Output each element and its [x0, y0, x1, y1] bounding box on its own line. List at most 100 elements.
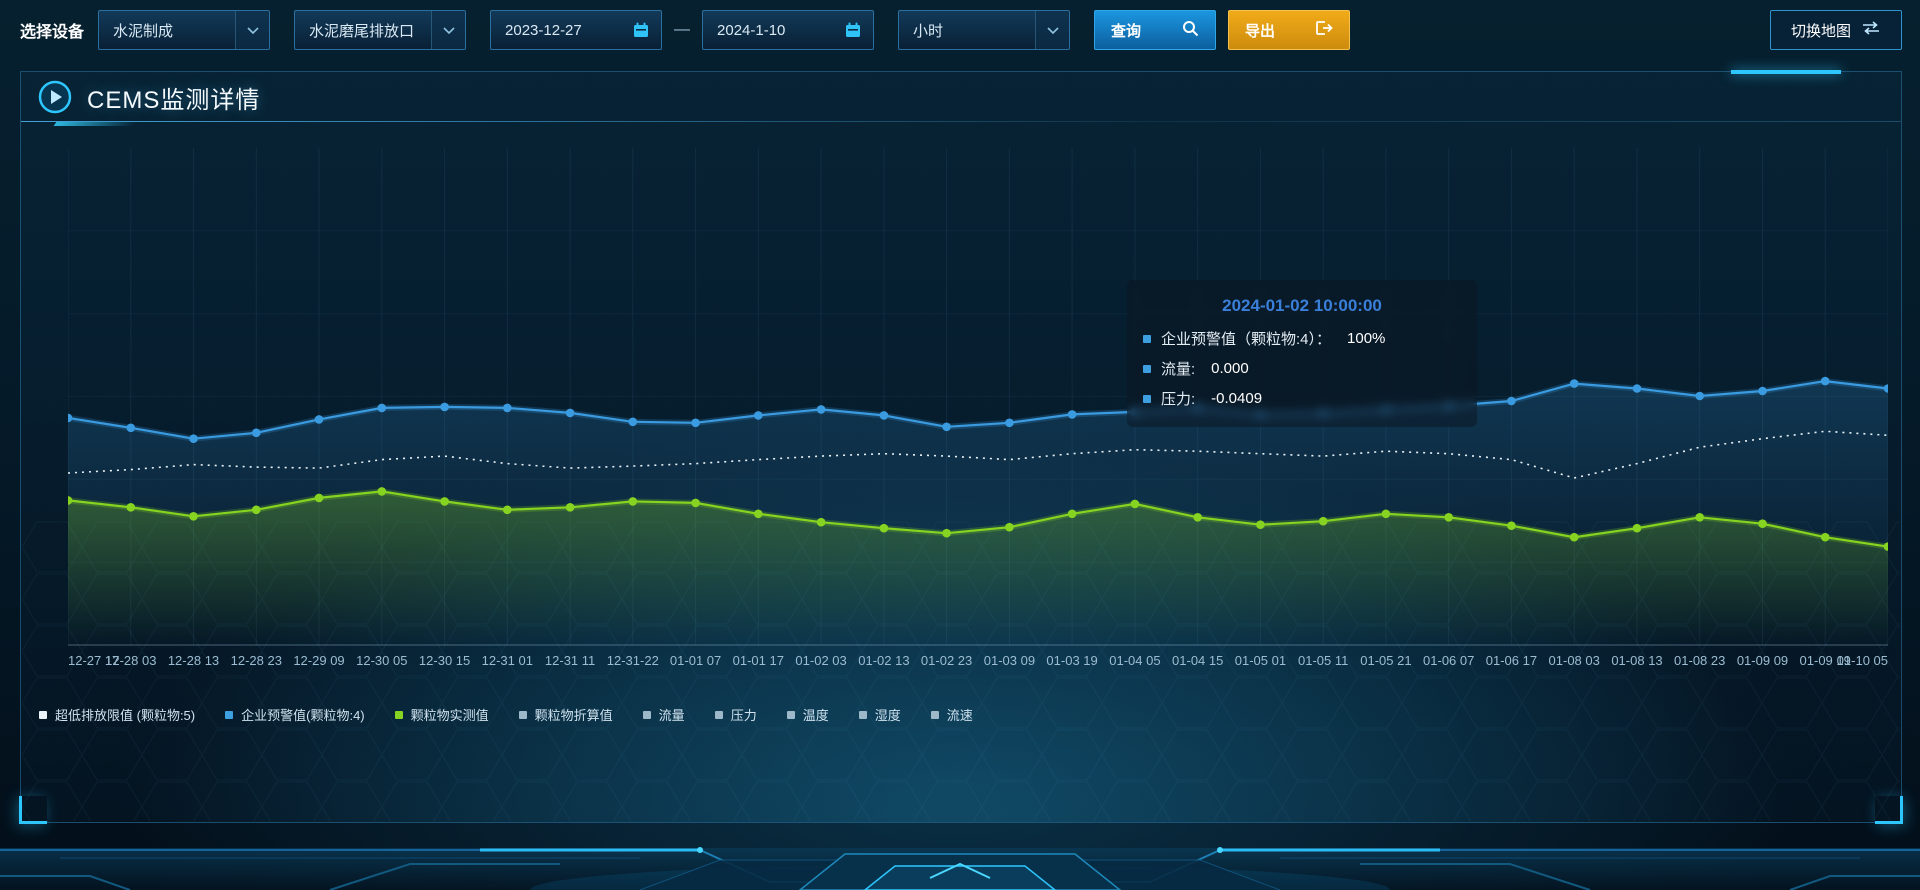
- legend-label: 颗粒物折算值: [534, 708, 613, 723]
- export-button[interactable]: 导出: [1228, 10, 1351, 50]
- device-type-select[interactable]: 水泥制成: [98, 10, 271, 50]
- tooltip-item-value: 100%: [1347, 330, 1386, 347]
- chevron-down-icon: [431, 11, 466, 49]
- panel-corner-accent: [1875, 796, 1903, 824]
- legend-marker: [225, 710, 234, 719]
- page-title: CEMS监测详情: [87, 86, 261, 114]
- panel-corner-accent: [19, 796, 47, 824]
- legend-marker: [518, 710, 527, 719]
- svg-text:12-31 01: 12-31 01: [482, 653, 533, 668]
- tooltip-item-label: 压力:: [1161, 391, 1196, 408]
- svg-text:01-03 19: 01-03 19: [1046, 653, 1097, 668]
- svg-text:12-28 13: 12-28 13: [168, 653, 219, 668]
- svg-text:12-29 09: 12-29 09: [293, 653, 344, 668]
- legend-label: 湿度: [874, 708, 901, 723]
- tooltip-series-marker: [1143, 334, 1151, 343]
- legend-item[interactable]: 压力: [714, 705, 757, 724]
- panel-header: CEMS监测详情: [21, 70, 1901, 126]
- svg-text:12-30 15: 12-30 15: [419, 653, 470, 668]
- svg-text:01-04 05: 01-04 05: [1109, 653, 1160, 668]
- legend-marker: [642, 710, 651, 719]
- legend-label: 超低排放限值 (颗粒物:5): [55, 708, 196, 723]
- tooltip-series-marker: [1143, 364, 1151, 373]
- start-date-picker[interactable]: 2023-12-27: [490, 10, 663, 50]
- tooltip-item-value: -0.0409: [1211, 390, 1263, 407]
- query-button-label: 查询: [1111, 22, 1142, 40]
- svg-text:12-28 03: 12-28 03: [105, 653, 156, 668]
- chevron-down-icon: [1035, 11, 1070, 49]
- svg-text:01-03 09: 01-03 09: [984, 653, 1035, 668]
- switch-map-icon: [1861, 21, 1881, 39]
- end-date-picker[interactable]: 2024-1-10: [702, 10, 875, 50]
- chart-legend: 超低排放限值 (颗粒物:5) 企业预警值(颗粒物:4) 颗粒物实测值 颗粒物折算值 流量…: [39, 705, 973, 724]
- legend-item[interactable]: 流速: [930, 705, 973, 724]
- legend-marker: [858, 710, 867, 719]
- legend-label: 流速: [946, 708, 973, 723]
- svg-text:01-05 11: 01-05 11: [1298, 653, 1348, 668]
- svg-text:01-09 19: 01-09 19: [1800, 653, 1851, 668]
- legend-marker: [786, 710, 795, 719]
- cems-panel: CEMS监测详情 12-27 17 12-28 03 12-28 13 12-28 2…: [19, 70, 1903, 824]
- svg-text:01-05 21: 01-05 21: [1360, 653, 1411, 668]
- header-top-right-accent: [1731, 70, 1841, 74]
- svg-text:01-08 23: 01-08 23: [1674, 653, 1725, 668]
- chart-tooltip: 2024-01-02 10:00:00 企业预警值（颗粒物:4）： 100% 流量:…: [1127, 280, 1477, 427]
- legend-label: 颗粒物实测值: [410, 708, 489, 723]
- device-type-select-value: 水泥制成: [113, 22, 174, 40]
- tooltip-series-marker: [1143, 394, 1151, 403]
- svg-text:01-05 01: 01-05 01: [1235, 653, 1286, 668]
- svg-text:01-01 17: 01-01 17: [733, 653, 784, 668]
- tooltip-item-value: 0.000: [1211, 360, 1249, 377]
- tooltip-timestamp: 2024-01-02 10:00:00: [1222, 296, 1382, 315]
- outlet-select[interactable]: 水泥磨尾排放口: [294, 10, 467, 50]
- calendar-icon: [621, 11, 661, 49]
- query-button[interactable]: 查询: [1094, 10, 1217, 50]
- svg-text:01-08 13: 01-08 13: [1611, 653, 1662, 668]
- tooltip-item-label: 企业预警值（颗粒物:4）：: [1161, 331, 1332, 348]
- legend-item[interactable]: 颗粒物实测值: [394, 705, 489, 724]
- switch-map-button-label: 切换地图: [1790, 22, 1851, 40]
- legend-item[interactable]: 超低排放限值 (颗粒物:5): [39, 705, 195, 724]
- start-date-value: 2023-12-27: [505, 21, 582, 39]
- search-icon: [1182, 20, 1199, 41]
- tooltip-item: 压力: -0.0409: [1143, 388, 1461, 409]
- svg-text:12-30 05: 12-30 05: [356, 653, 407, 668]
- legend-item[interactable]: 温度: [786, 705, 829, 724]
- legend-marker: [714, 710, 723, 719]
- legend-marker: [394, 710, 403, 719]
- date-range: 2023-12-27 — 2024-1-10: [490, 10, 875, 50]
- header-divider: [21, 121, 1901, 122]
- interval-select-value: 小时: [913, 22, 944, 40]
- tooltip-item-label: 流量:: [1161, 361, 1196, 378]
- legend-item[interactable]: 颗粒物折算值: [518, 705, 613, 724]
- svg-text:12-31 11: 12-31 11: [545, 653, 595, 668]
- tooltip-item: 流量: 0.000: [1143, 358, 1461, 379]
- legend-item[interactable]: 流量: [642, 705, 685, 724]
- svg-text:01-10 05: 01-10 05: [1837, 653, 1888, 668]
- legend-label: 温度: [802, 708, 829, 723]
- toolbar: 选择设备 水泥制成 水泥磨尾排放口 2023-12-27 — 2024-1-10…: [20, 10, 1902, 50]
- header-accent: [53, 122, 137, 126]
- legend-marker: [930, 710, 939, 719]
- switch-map-button[interactable]: 切换地图: [1770, 10, 1902, 50]
- tooltip-rows: 企业预警值（颗粒物:4）： 100% 流量: 0.000 压力: -0.0409: [1143, 328, 1461, 409]
- svg-text:12-27 17: 12-27 17: [68, 653, 119, 668]
- svg-text:01-09 09: 01-09 09: [1737, 653, 1788, 668]
- footer-decoration: [0, 847, 1920, 890]
- chevron-down-icon: [235, 11, 270, 49]
- svg-text:12-28 23: 12-28 23: [231, 653, 282, 668]
- svg-text:01-06 17: 01-06 17: [1486, 653, 1537, 668]
- svg-text:01-01 07: 01-01 07: [670, 653, 721, 668]
- svg-text:01-02 13: 01-02 13: [858, 653, 909, 668]
- legend-item[interactable]: 湿度: [858, 705, 901, 724]
- legend-item[interactable]: 企业预警值(颗粒物:4): [225, 705, 365, 724]
- svg-text:01-06 07: 01-06 07: [1423, 653, 1474, 668]
- legend-marker: [39, 710, 47, 719]
- calendar-icon: [833, 11, 873, 49]
- date-range-separator: —: [674, 21, 691, 38]
- export-icon: [1315, 20, 1333, 40]
- legend-label: 压力: [730, 708, 757, 723]
- cems-line-chart[interactable]: 12-27 17 12-28 03 12-28 13 12-28 23 12-29 09…: [63, 148, 1893, 693]
- interval-select[interactable]: 小时: [898, 10, 1071, 50]
- outlet-select-value: 水泥磨尾排放口: [309, 22, 415, 40]
